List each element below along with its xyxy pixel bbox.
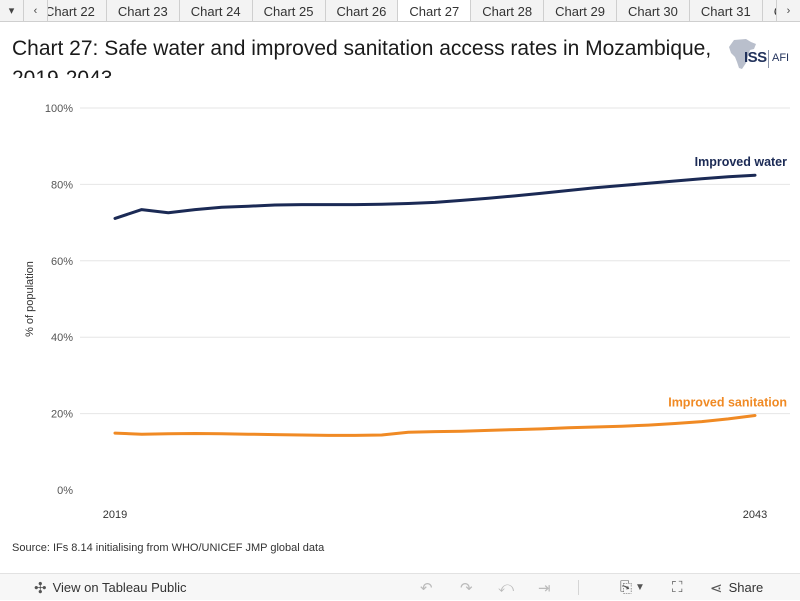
source-note: Source: IFs 8.14 initialising from WHO/U… (12, 542, 325, 554)
download-icon: ⎘ (620, 579, 633, 596)
y-tick-label: 100% (45, 103, 73, 115)
revert-icon: ⤺ (498, 579, 515, 596)
series-line-improved-water (113, 173, 757, 220)
line-chart: 0% 20% 40% 60% 80% 100% % of population 2019 204… (0, 90, 800, 530)
y-tick-label: 40% (51, 332, 73, 344)
iss-logo: ISS AFI (726, 36, 790, 78)
redo-button[interactable]: ↷ (460, 574, 473, 601)
tabs-scroll-left-icon[interactable]: ‹ (24, 0, 48, 21)
fullscreen-icon: ⛶ (672, 579, 683, 596)
tab-chart-25[interactable]: Chart 25 (252, 0, 326, 21)
toolbar-divider (578, 580, 579, 595)
y-tick-label: 20% (51, 409, 73, 421)
y-tick-label: 80% (51, 179, 73, 191)
tab-chart-31[interactable]: Chart 31 (689, 0, 763, 21)
series-label-improved-water: Improved water (695, 155, 788, 169)
undo-button[interactable]: ↶ (420, 574, 433, 601)
tab-chart-24[interactable]: Chart 24 (179, 0, 253, 21)
revert-button[interactable]: ⤺ (498, 574, 514, 601)
chevron-down-icon: ▼ (635, 582, 645, 593)
pause-button[interactable]: ⇥ (538, 574, 551, 601)
view-on-tableau-label: View on Tableau Public (52, 580, 187, 595)
y-tick-label: 0% (57, 485, 73, 497)
tab-chart-29[interactable]: Chart 29 (544, 0, 617, 21)
x-tick-label-start: 2019 (103, 509, 127, 521)
page-title: Chart 27: Safe water and improved sanita… (12, 37, 712, 78)
tabs-scroll-right-icon[interactable]: › (776, 0, 800, 21)
tab-chart-30[interactable]: Chart 30 (617, 0, 690, 21)
africa-map-icon (729, 39, 756, 69)
series-line-improved-sanitation (113, 414, 757, 437)
chart-svg: 0% 20% 40% 60% 80% 100% % of population 2019 204… (24, 103, 790, 521)
redo-icon: ↷ (460, 579, 473, 597)
pause-icon: ⇥ (538, 579, 551, 597)
x-tick-label-end: 2043 (743, 509, 767, 521)
tab-chart-27[interactable]: Chart 27 (398, 0, 472, 21)
share-button[interactable]: ⋖ Share (710, 574, 763, 601)
bottom-toolbar: ✣ View on Tableau Public ↶ ↷ ⤺ ⇥ ⎘ ▼ ⛶ ⋖… (0, 573, 800, 600)
tab-strip: ▾ ‹ Chart 22 Chart 23 Chart 24 Chart 25 Char… (0, 0, 800, 22)
tabs-window: Chart 22 Chart 23 Chart 24 Chart 25 Chart 26… (48, 0, 776, 21)
y-axis-label: % of population (24, 261, 36, 337)
logo-divider (768, 50, 769, 68)
tableau-icon: ✣ (34, 579, 47, 597)
logo-subtext: AFI (772, 52, 790, 64)
tab-chart-26[interactable]: Chart 26 (325, 0, 399, 21)
logo-text: ISS (744, 49, 767, 66)
tabs: Chart 22 Chart 23 Chart 24 Chart 25 Chart 26… (48, 0, 776, 21)
tab-chart-28[interactable]: Chart 28 (471, 0, 545, 21)
view-on-tableau-button[interactable]: ✣ View on Tableau Public (34, 574, 187, 601)
tab-list-dropdown-icon[interactable]: ▾ (0, 0, 24, 21)
series-label-improved-sanitation: Improved sanitation (668, 396, 787, 410)
share-icon: ⋖ (710, 579, 723, 597)
download-button[interactable]: ⎘ ▼ (620, 574, 645, 601)
fullscreen-button[interactable]: ⛶ (672, 574, 683, 601)
tab-chart-22[interactable]: Chart 22 (48, 0, 107, 21)
tab-chart-23[interactable]: Chart 23 (106, 0, 180, 21)
y-tick-label: 60% (51, 256, 73, 268)
undo-icon: ↶ (420, 579, 433, 597)
tab-chart-32[interactable]: Chart 32 (762, 0, 776, 21)
share-label: Share (728, 580, 764, 595)
